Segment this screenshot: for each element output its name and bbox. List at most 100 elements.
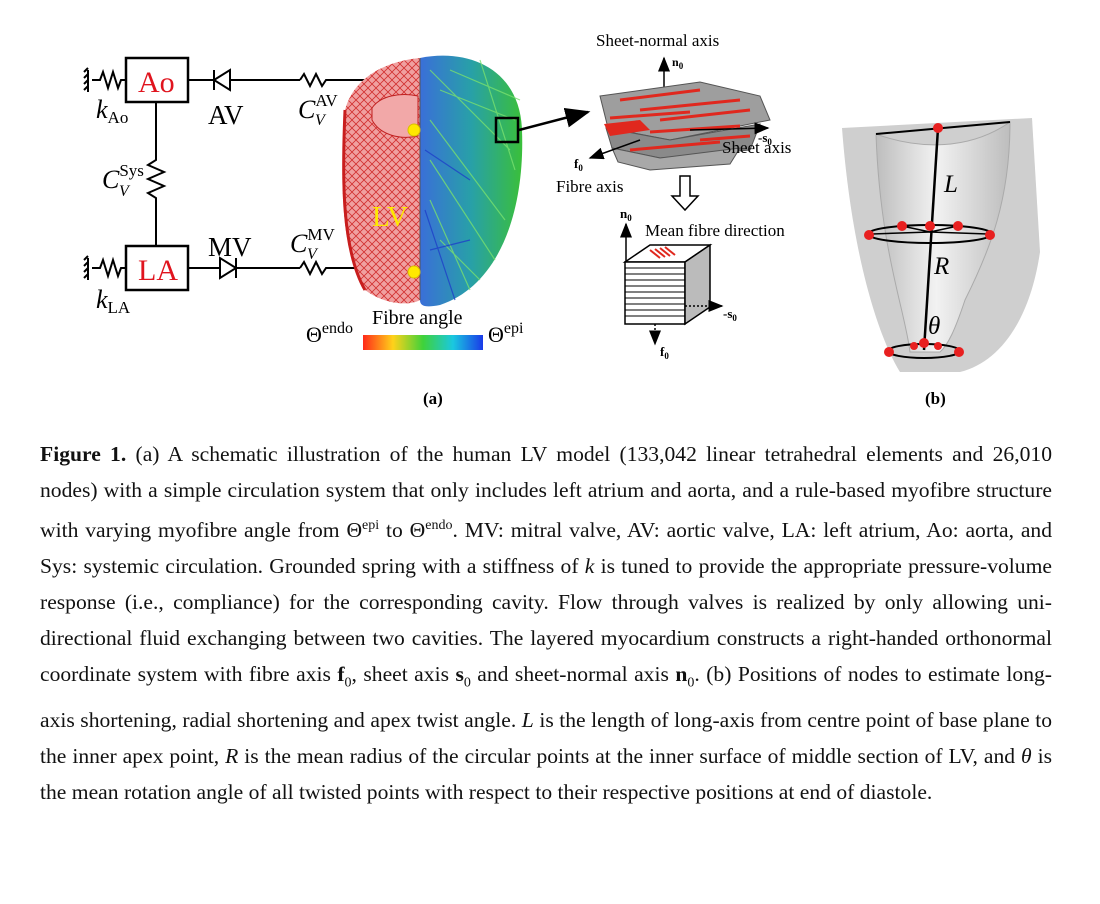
svg-text:f0: f0 — [574, 156, 583, 173]
lv-node-bottom — [407, 265, 421, 279]
caption-L: L — [521, 707, 534, 732]
theta-label: θ — [928, 313, 940, 340]
f0-sheet: f — [574, 156, 579, 171]
fibre-stack: n0 Mean fibre direction -s0 f0 — [620, 206, 785, 361]
caption-text-10: is the mean rotation angle of all twiste… — [40, 743, 1052, 804]
s0-stack: -s — [723, 306, 732, 321]
f0-stack-sub: 0 — [664, 351, 669, 361]
panel-b-label: (b) — [925, 389, 946, 408]
caption-R: R — [225, 743, 239, 768]
mv-label: MV — [208, 232, 252, 262]
caption-s0-sub: 0 — [463, 675, 471, 691]
svg-text:f0: f0 — [660, 344, 669, 361]
s0-sheet: -s — [758, 130, 767, 145]
svg-text:kAo: kAo — [96, 95, 128, 127]
f0-stack: f — [660, 344, 665, 359]
n0-stack-sub: 0 — [627, 213, 632, 223]
caption-f0: f — [337, 662, 345, 687]
lv-model: LV — [342, 55, 591, 307]
R-label: R — [933, 253, 949, 280]
sheet-axis-label: Sheet axis — [722, 138, 791, 157]
fibre-axis-label: Fibre axis — [556, 177, 624, 196]
caption-text-2: to — [379, 518, 410, 543]
av-label: AV — [208, 100, 244, 130]
c-av-label: C — [298, 95, 316, 124]
caption-text-6: and sheet-normal axis — [470, 662, 676, 687]
theta-endo-sup: endo — [322, 320, 353, 337]
svg-text:-s0: -s0 — [758, 130, 772, 147]
svg-text:Θendo: Θendo — [306, 320, 353, 347]
c-sys-sub: V — [119, 183, 131, 200]
caption-n0: n — [675, 662, 688, 687]
mean-fibre-direction-label: Mean fibre direction — [645, 221, 785, 240]
svg-text:kLA: kLA — [96, 285, 131, 317]
svg-text:CAV: CAV — [298, 91, 338, 124]
c-sys-sup: Sys — [119, 161, 144, 180]
caption-text-8: is the length of long-axis from centre p… — [40, 707, 1052, 768]
s0-stack-sub: 0 — [732, 313, 737, 323]
lv-cavity — [875, 121, 1011, 353]
n0-top-sub: 0 — [679, 61, 684, 71]
caption-theta: θ — [1021, 743, 1032, 768]
svg-text:CSys: CSys — [102, 161, 144, 194]
figure-number: Figure 1. — [40, 442, 127, 466]
ao-label: Ao — [138, 66, 175, 99]
fibre-angle-colorbar: Fibre angle Θendo Θepi — [306, 307, 524, 350]
c-av-sup: AV — [315, 91, 338, 110]
figure-graphic: Ao LA AV MV kAo kLA CAV V CMV V CSys V L… — [83, 31, 1040, 408]
circulation-labels: Ao LA AV MV kAo kLA CAV V CMV V CSys V — [96, 66, 338, 317]
figure-caption: Figure 1. (a) A schematic illustration o… — [40, 436, 1052, 810]
caption-theta-epi: Θ — [346, 518, 363, 543]
sys-spring — [145, 102, 167, 246]
f0-sheet-sub: 0 — [578, 163, 583, 173]
theta-epi-sup: epi — [504, 320, 524, 337]
down-arrow-icon — [670, 175, 700, 212]
theta-endo-label: Θ — [306, 322, 322, 347]
c-sys-label: C — [102, 165, 120, 194]
n0-stack: n — [620, 206, 628, 221]
theta-epi-label: Θ — [488, 322, 504, 347]
caption-text-1: (a) A schematic illustration of the huma… — [40, 442, 1052, 543]
c-mv-label: C — [290, 229, 308, 258]
fibre-angle-label: Fibre angle — [372, 307, 463, 329]
lv-endocardium — [371, 94, 419, 138]
svg-text:n0: n0 — [620, 206, 632, 223]
k-la-label: k — [96, 285, 108, 314]
caption-n0-sub: 0 — [687, 675, 695, 691]
long-axis-line — [922, 127, 940, 351]
panel-a-label: (a) — [423, 389, 443, 408]
caption-text-9: is the mean radius of the circular point… — [238, 743, 1022, 768]
caption-s0: s — [455, 662, 464, 687]
caption-theta-endo: Θ — [409, 518, 426, 543]
c-av-sub: V — [315, 112, 327, 129]
s0-sheet-sub: 0 — [767, 137, 772, 147]
k-ao-sub: Ao — [108, 108, 129, 127]
sheet-normal-axis-label: Sheet-normal axis — [596, 31, 719, 50]
caption-text-3: . MV: mitral valve, AV: aortic valve, LA… — [40, 518, 1053, 579]
av-diode — [212, 68, 231, 92]
mv-spring — [299, 259, 372, 277]
svg-text:CMV: CMV — [290, 225, 335, 258]
c-mv-sub: V — [307, 246, 319, 263]
lv-node-top — [407, 123, 421, 137]
lv-fibres-outer — [420, 55, 523, 307]
k-la-sub: LA — [108, 298, 131, 317]
svg-text:Θepi: Θepi — [488, 320, 524, 347]
la-label: LA — [138, 254, 178, 287]
svg-text:n0: n0 — [672, 55, 684, 71]
c-mv-sup: MV — [307, 225, 335, 244]
caption-theta-endo-sup: endo — [425, 518, 453, 533]
n0-top: n — [672, 55, 679, 69]
ground-spring-ao — [92, 68, 126, 92]
caption-k: k — [584, 554, 595, 579]
L-label: L — [943, 171, 958, 198]
caption-text-7: . (b) Positions of nodes to estimate lon… — [40, 662, 1052, 732]
caption-text-4: is tuned to provide the appropriate pres… — [40, 554, 1052, 687]
caption-f0-sub: 0 — [344, 675, 352, 691]
caption-text-5: , sheet axis — [351, 662, 456, 687]
k-ao-label: k — [96, 95, 108, 124]
caption-theta-epi-sup: epi — [362, 518, 380, 533]
panel-b-model: L R θ — [842, 118, 1040, 372]
svg-text:-s0: -s0 — [723, 306, 737, 323]
lv-label: LV — [372, 201, 408, 233]
